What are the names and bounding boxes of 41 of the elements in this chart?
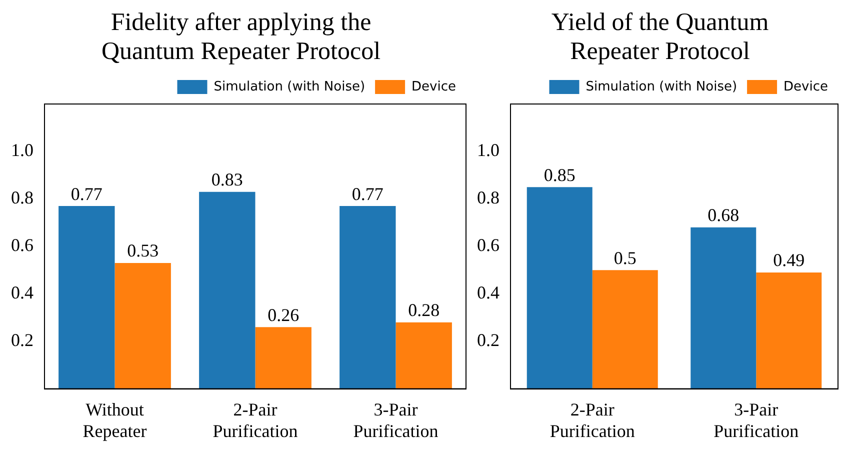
bar [592,270,658,389]
x-tick-label: 3-Pair Purification [714,399,799,441]
bar [199,192,256,389]
data-label: 0.68 [708,205,740,226]
bar [114,263,171,389]
bar [690,227,756,389]
bar [526,187,592,389]
bar [396,322,452,389]
data-label: 0.53 [127,240,159,261]
data-label: 0.28 [408,300,440,320]
y-tick-label: 0.4 [11,282,34,303]
x-tick-label: 2-Pair Purification [550,399,635,441]
data-label: 0.83 [211,170,243,190]
bar [340,206,396,389]
data-label: 0.85 [544,164,576,185]
data-label: 0.77 [352,184,384,204]
legend-label: Simulation (with Noise) [214,79,366,94]
legend-label: Simulation (with Noise) [586,79,738,94]
x-tick-label: 2-Pair Purification [212,399,298,441]
y-tick-label: 0.6 [477,235,500,256]
data-label: 0.77 [70,184,102,204]
data-label: 0.26 [268,304,300,325]
chart-title: Fidelity after applying the Quantum Repeater Protocol [100,8,382,66]
y-tick-label: 0.2 [477,330,500,350]
legend-label: Device [412,79,456,94]
x-tick-label: 3-Pair Purification [353,399,438,441]
x-tick-label: Without Repeater [82,399,147,441]
data-label: 0.5 [614,248,636,268]
y-tick-label: 0.6 [11,235,34,256]
y-tick-label: 0.2 [11,330,34,350]
y-tick-label: 0.4 [477,282,500,303]
bar [58,206,115,389]
legend-label: Device [784,79,828,94]
y-tick-label: 0.8 [477,188,500,208]
y-tick-label: 0.8 [11,188,34,208]
y-tick-label: 1.0 [477,140,500,160]
bar [756,272,822,389]
y-tick-label: 1.0 [11,140,34,160]
chart-title: Yield of the Quantum Repeater Protocol [550,8,770,66]
bar [255,327,312,389]
data-label: 0.49 [773,250,805,270]
